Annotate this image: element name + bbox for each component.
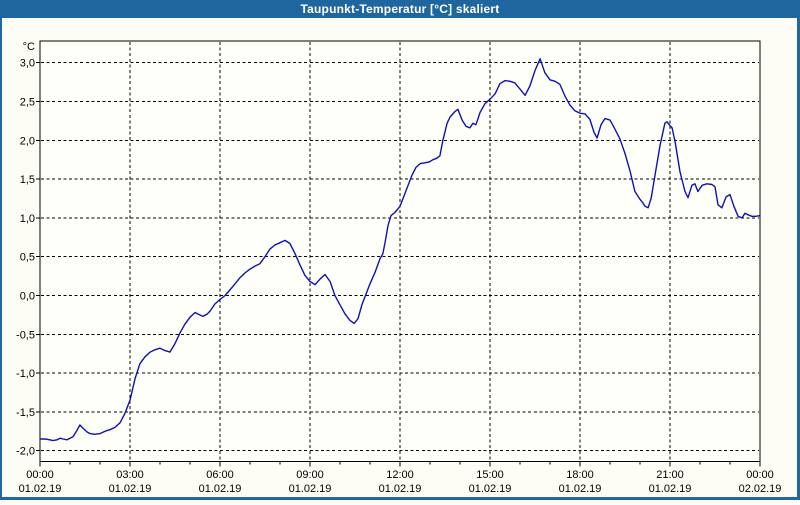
x-tick-label-time: 09:00 bbox=[296, 469, 324, 481]
x-tick-label-time: 06:00 bbox=[206, 469, 234, 481]
x-tick-label-time: 03:00 bbox=[116, 469, 144, 481]
x-tick-label-date: 01.02.19 bbox=[109, 483, 152, 495]
window-border-right bbox=[797, 18, 800, 500]
x-tick-label-time: 15:00 bbox=[476, 469, 504, 481]
x-tick-label-date: 01.02.19 bbox=[199, 483, 242, 495]
x-tick-label-date: 01.02.19 bbox=[19, 483, 62, 495]
y-tick-label: 0,0 bbox=[20, 290, 35, 302]
x-tick-label-time: 18:00 bbox=[566, 469, 594, 481]
y-tick-label: 0,5 bbox=[20, 252, 35, 264]
y-tick-label: -0,5 bbox=[16, 329, 35, 341]
data-line bbox=[39, 58, 761, 442]
x-tick-label-time: 21:00 bbox=[656, 469, 684, 481]
y-tick-label: 3,0 bbox=[20, 58, 35, 70]
x-tick-label-time: 12:00 bbox=[386, 469, 414, 481]
x-tick-label-date: 02.02.19 bbox=[739, 483, 782, 495]
x-tick-label-date: 01.02.19 bbox=[379, 483, 422, 495]
window-title: Taupunkt-Temperatur [°C] skaliert bbox=[300, 2, 500, 16]
window-title-bar[interactable]: Taupunkt-Temperatur [°C] skaliert bbox=[0, 0, 800, 18]
chart-area: °C 3,0 2,5 2,0 1,5 1,0 0,5 0,0 -0,5 -1,0 -1,5 -2,0 0… bbox=[0, 18, 800, 500]
y-tick-label: 1,5 bbox=[20, 174, 35, 186]
x-tick-label-time: 00:00 bbox=[746, 469, 774, 481]
y-tick-label: 1,0 bbox=[20, 213, 35, 225]
y-tick-label: -1,5 bbox=[16, 407, 35, 419]
window-border-left bbox=[0, 18, 2, 500]
x-tick-label-date: 01.02.19 bbox=[559, 483, 602, 495]
y-tick-label: -1,0 bbox=[16, 368, 35, 380]
dew-point-chart: °C 3,0 2,5 2,0 1,5 1,0 0,5 0,0 -0,5 -1,0 -1,5 -2,0 0… bbox=[16, 40, 782, 495]
y-tick-label: -2,0 bbox=[16, 446, 35, 458]
x-tick-label-date: 01.02.19 bbox=[649, 483, 692, 495]
x-tick-label-date: 01.02.19 bbox=[289, 483, 332, 495]
x-tick-label-time: 00:00 bbox=[26, 469, 54, 481]
window-border-bottom bbox=[0, 497, 800, 500]
x-tick-label-date: 01.02.19 bbox=[469, 483, 512, 495]
y-tick-label: 2,5 bbox=[20, 97, 35, 109]
y-tick-label: 2,0 bbox=[20, 135, 35, 147]
y-axis-unit-label: °C bbox=[23, 41, 35, 53]
